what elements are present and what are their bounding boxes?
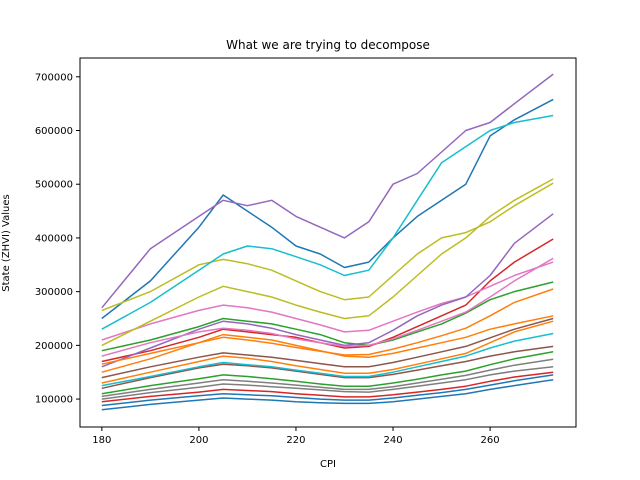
chart-title: What we are trying to decompose <box>226 38 430 52</box>
series-line-7 <box>101 261 554 341</box>
y-tick-label: 200000 <box>35 341 73 352</box>
y-tick-label: 400000 <box>35 233 73 244</box>
series-line-11 <box>101 378 554 411</box>
series-line-22 <box>101 288 554 365</box>
series-line-9 <box>101 182 554 312</box>
x-tick-label: 220 <box>286 435 305 446</box>
series-line-19 <box>101 178 554 347</box>
x-axis: 180 200 220 240 260 <box>92 427 500 446</box>
y-tick-label: 700000 <box>35 72 73 83</box>
x-tick-label: 180 <box>92 435 111 446</box>
series-line-18 <box>101 358 554 398</box>
series-line-12 <box>101 320 554 384</box>
series-line-17 <box>101 257 554 357</box>
series-line-8 <box>101 366 554 400</box>
series-line-10 <box>101 114 554 330</box>
y-tick-label: 600000 <box>35 126 73 137</box>
y-axis: 100000 200000 300000 400000 500000 600000 7000… <box>35 72 80 406</box>
series-line-4 <box>101 238 554 363</box>
y-tick-label: 100000 <box>35 395 73 406</box>
series-layer <box>101 73 554 411</box>
y-tick-label: 300000 <box>35 287 73 298</box>
x-tick-label: 240 <box>383 435 402 446</box>
series-line-14 <box>101 371 554 403</box>
y-tick-label: 500000 <box>35 180 73 191</box>
series-line-5 <box>101 73 554 309</box>
series-line-13 <box>101 351 554 395</box>
series-line-3 <box>101 281 554 352</box>
plot-frame <box>79 57 577 428</box>
x-axis-label: CPI <box>320 459 336 470</box>
x-tick-label: 260 <box>481 435 500 446</box>
series-line-21 <box>101 374 554 407</box>
series-line-16 <box>101 317 554 379</box>
series-line-6 <box>101 345 554 390</box>
series-line-20 <box>101 332 554 387</box>
x-tick-label: 200 <box>189 435 208 446</box>
y-axis-label: State (ZHVI) Values <box>1 194 12 291</box>
series-line-15 <box>101 213 554 368</box>
series-line-2 <box>101 315 554 373</box>
